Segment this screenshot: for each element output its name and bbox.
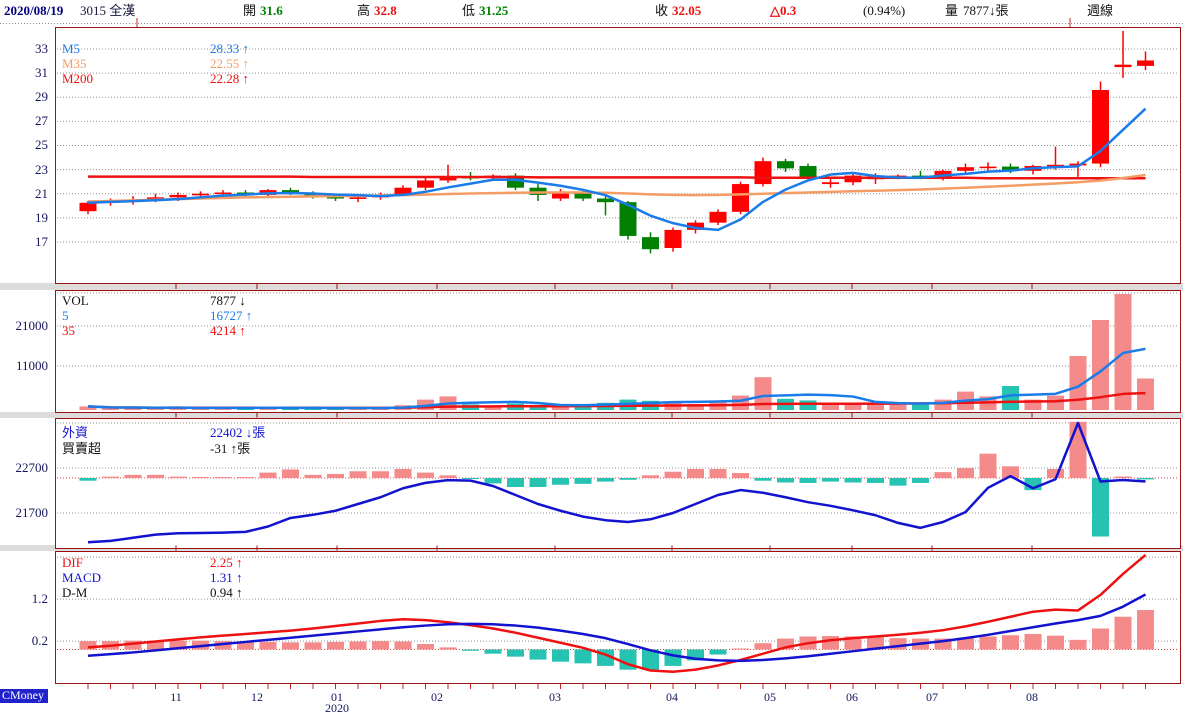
x-axis-month-label: 02 [431,690,443,704]
volume-value: 7877↓張 [963,3,1009,18]
vol-legend-value: 7877 ↓ [210,293,246,308]
date-label: 2020/08/19 [4,3,64,18]
main-y-label: 23 [35,162,48,177]
dif-legend-value: 2.25 ↑ [210,555,243,570]
x-axis-month-label: 07 [926,690,938,704]
x-axis-month-label: 08 [1026,690,1038,704]
ma200-legend-value: 22.28 ↑ [210,71,249,86]
x-axis-year-label: 2020 [325,701,349,714]
x-axis-month-label: 06 [846,690,858,704]
x-axis-month-label: 11 [170,690,182,704]
main-panel[interactable] [55,27,1181,284]
main-y-label: 17 [35,234,48,249]
dif-line [87,554,1147,674]
main-y-label: 29 [35,89,48,104]
open-label: 開 [243,3,257,18]
foreign-legend-label: 外資 [62,425,89,440]
volume-panel[interactable] [55,290,1181,413]
net-buy-legend-label: 買賣超 [62,441,102,456]
ma35-legend-value: 22.55 ↑ [210,56,249,71]
macd-line [87,593,1147,663]
low-value: 31.25 [479,3,509,18]
main-y-label: 31 [35,65,48,80]
net-buy-legend-value: -31 ↑張 [210,441,251,456]
volume-ma5-line [87,347,1146,410]
foreign-holdings-line [87,421,1146,544]
foreign-legend-value: 22402 ↓張 [210,425,266,440]
ma5-legend-label: M5 [62,41,81,56]
panel-separator [0,412,1183,418]
ma35-legend-label: M35 [62,56,87,71]
cmoney-watermark: CMoney [0,689,48,703]
high-label: 高 [357,3,371,18]
vol-legend-label: VOL [62,293,89,308]
symbol-label: 3015 全漢 [80,3,136,18]
macd-panel[interactable] [55,551,1181,684]
open-value: 31.6 [260,3,283,18]
dif-legend-label: DIF [62,555,83,570]
panel-separator [0,283,1183,290]
vol-y-label: 21000 [15,318,49,333]
close-label: 收 [655,3,669,18]
x-axis-month-label: 03 [549,690,561,704]
foreign-net-bars [79,421,1154,537]
low-label: 低 [462,3,476,18]
foreign-y-label: 22700 [15,460,49,475]
x-axis-ticks [87,684,1146,689]
foreign-panel[interactable] [55,418,1181,549]
main-y-label: 21 [35,186,48,201]
ma200-legend-label: M200 [62,71,94,86]
dm-legend-value: 0.94 ↑ [210,585,243,600]
macd-legend-value: 1.31 ↑ [210,570,243,585]
ma35-line [87,173,1146,203]
x-axis-month-label: 05 [764,690,776,704]
change-value: △0.3 [770,3,797,18]
vol-ma35-legend-label: 35 [62,323,75,338]
x-axis-month-label: 04 [666,690,678,704]
change-pct-value: (0.94%) [863,3,906,18]
vol-ma35-legend-value: 4214 ↑ [210,323,246,338]
ma5-legend-value: 28.33 ↑ [210,41,249,56]
x-axis-month-label: 01 [331,690,343,704]
volume-label: 量 [945,3,959,18]
main-y-label: 25 [35,137,48,152]
macd-y-label: 1.2 [31,591,48,606]
ma5-line [87,107,1147,232]
close-value: 32.05 [672,3,702,18]
vol-y-label: 11000 [15,358,48,373]
vol-ma5-legend-value: 16727 ↑ [210,308,253,323]
dm-legend-label: D-M [62,585,88,600]
main-y-label: 27 [35,113,48,128]
high-value: 32.8 [374,3,397,18]
main-y-label: 33 [35,41,48,56]
macd-legend-label: MACD [62,570,102,585]
main-y-label: 19 [35,210,48,225]
macd-y-label: 0.2 [31,633,48,648]
ma200-line [88,175,1146,180]
x-axis-month-label: 12 [251,690,263,704]
vol-ma5-legend-label: 5 [62,308,69,323]
period-selector[interactable]: 週線 [1087,3,1114,18]
foreign-y-label: 21700 [15,505,49,520]
